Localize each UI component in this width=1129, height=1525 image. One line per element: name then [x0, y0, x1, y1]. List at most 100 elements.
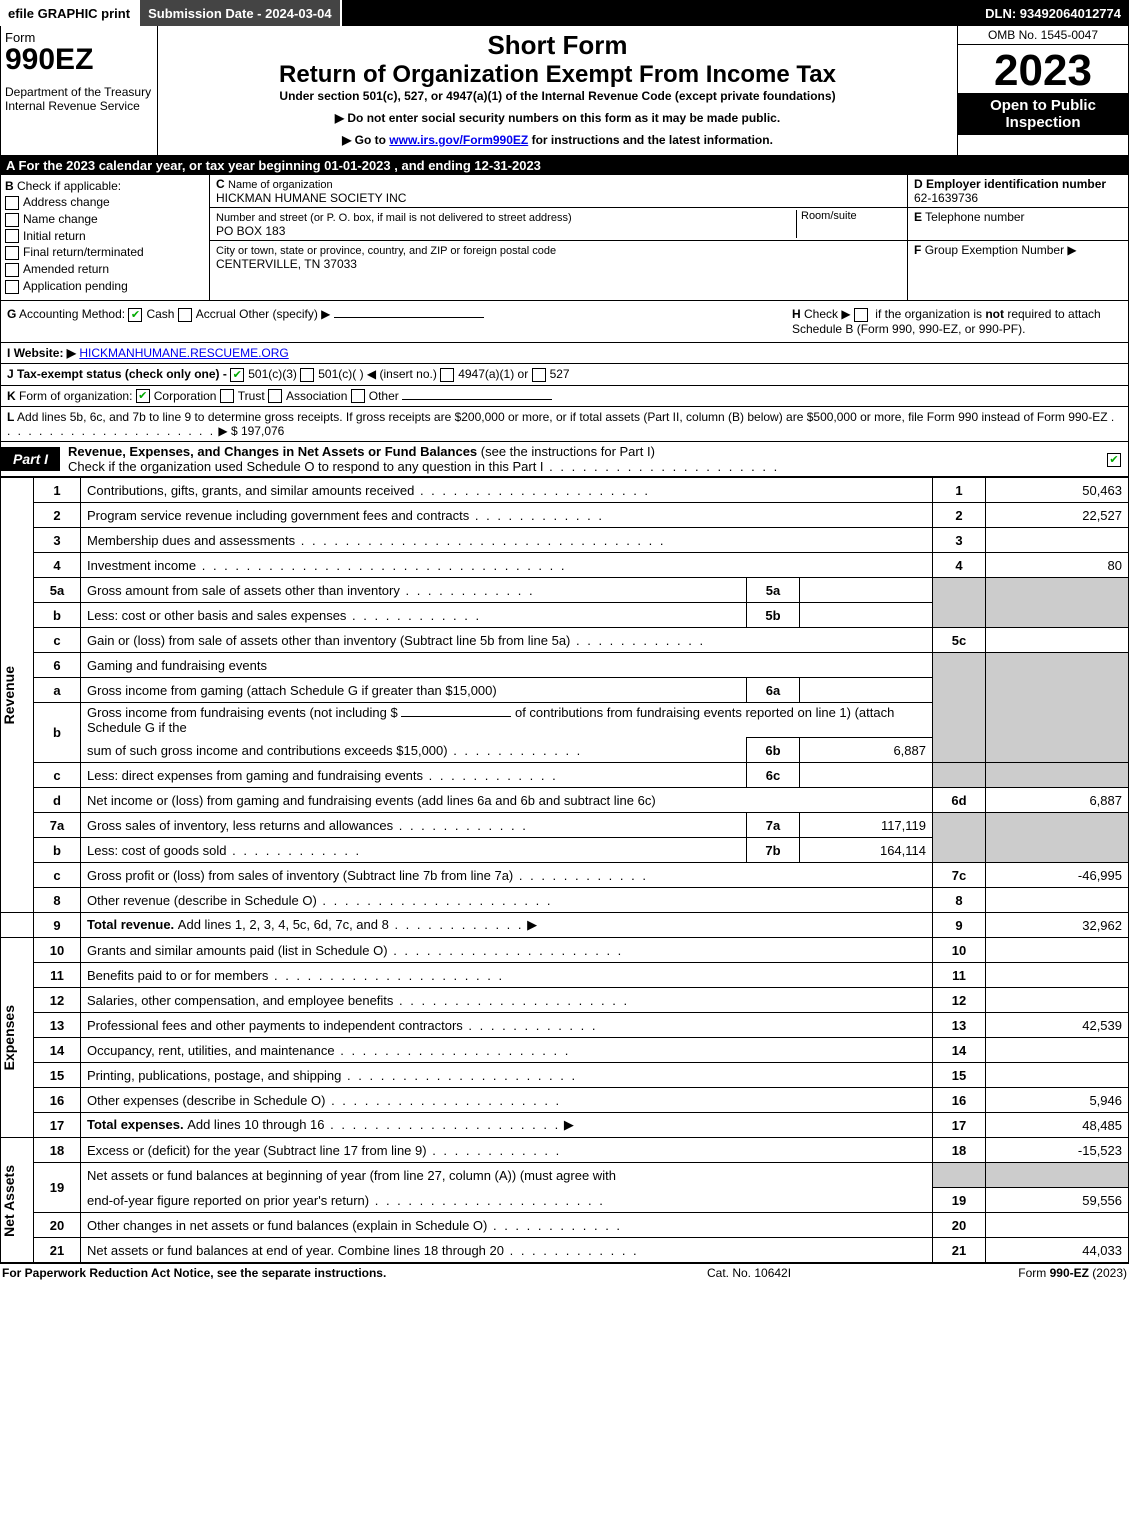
ln18-out: 18	[933, 1138, 986, 1163]
ln15-out: 15	[933, 1063, 986, 1088]
chk-application-pending[interactable]	[5, 280, 19, 294]
ln5c-dots	[570, 633, 705, 648]
room-suite-lbl: Room/suite	[796, 210, 901, 238]
chk-association[interactable]	[268, 389, 282, 403]
ln6b-desc-mid-p2: sum of such gross income and contributio…	[87, 743, 448, 758]
ln14-out: 14	[933, 1038, 986, 1063]
chk-accrual[interactable]	[178, 308, 192, 322]
ln4-no: 4	[34, 553, 81, 578]
ln13-out: 13	[933, 1013, 986, 1038]
ln6-no: 6	[34, 653, 81, 678]
org-name: HICKMAN HUMANE SOCIETY INC	[216, 191, 406, 205]
ln20-no: 20	[34, 1213, 81, 1238]
ln5c-val	[986, 628, 1129, 653]
ln17-desc-b: Total expenses.	[87, 1117, 187, 1132]
form-number-box: Form 990EZ Department of the Treasury In…	[1, 26, 158, 155]
ln16-no: 16	[34, 1088, 81, 1113]
ln5b-no: b	[34, 603, 81, 628]
org-city: CENTERVILLE, TN 37033	[216, 257, 357, 271]
ln1-val: 50,463	[986, 478, 1129, 503]
part1-sub: (see the instructions for Part I)	[477, 444, 655, 459]
ln7b-dots	[226, 843, 361, 858]
other-method-input[interactable]	[334, 317, 484, 318]
ln9-val: 32,962	[986, 913, 1129, 938]
title-center: Short Form Return of Organization Exempt…	[158, 26, 958, 155]
chk-501c[interactable]	[300, 368, 314, 382]
ln10-dots	[388, 943, 624, 958]
ln5b-desc: Less: cost or other basis and sales expe…	[87, 608, 346, 623]
lbl-accrual: Accrual	[196, 307, 236, 321]
ln5b-sub: 5b	[747, 603, 800, 628]
ln14-no: 14	[34, 1038, 81, 1063]
i-website-lbl: Website: ▶	[14, 346, 76, 360]
k-label: K	[7, 389, 16, 403]
lbl-initial-return: Initial return	[23, 229, 86, 243]
ln6c-subval	[800, 763, 933, 788]
ln7b-no: b	[34, 838, 81, 863]
ln1-out: 1	[933, 478, 986, 503]
chk-527[interactable]	[532, 368, 546, 382]
l-arrow: ▶	[218, 424, 227, 438]
lbl-other-org: Other	[369, 389, 399, 403]
ln7a-no: 7a	[34, 813, 81, 838]
title-block: Form 990EZ Department of the Treasury In…	[0, 26, 1129, 156]
irs-link[interactable]: www.irs.gov/Form990EZ	[389, 133, 528, 147]
c-name-lbl: Name of organization	[228, 179, 333, 191]
footer-right-form: 990-EZ	[1050, 1266, 1089, 1280]
chk-schedule-b[interactable]	[854, 308, 868, 322]
ln4-val: 80	[986, 553, 1129, 578]
g-text: Accounting Method:	[19, 307, 125, 321]
b-label: B	[5, 179, 14, 193]
chk-initial-return[interactable]	[5, 229, 19, 243]
ln2-val: 22,527	[986, 503, 1129, 528]
section-k: K Form of organization: Corporation Trus…	[0, 386, 1129, 408]
lbl-association: Association	[286, 389, 347, 403]
ln14-val	[986, 1038, 1129, 1063]
chk-schedule-o[interactable]	[1107, 453, 1121, 467]
ln5a-sub: 5a	[747, 578, 800, 603]
lbl-corporation: Corporation	[154, 389, 217, 403]
lbl-amended-return: Amended return	[23, 262, 109, 276]
revenue-side-label: Revenue	[1, 478, 34, 913]
chk-other-org[interactable]	[351, 389, 365, 403]
website-link[interactable]: HICKMANHUMANE.RESCUEME.ORG	[79, 346, 288, 360]
ln11-out: 11	[933, 963, 986, 988]
ln21-dots	[504, 1243, 639, 1258]
chk-4947[interactable]	[440, 368, 454, 382]
ln5b-dots	[346, 608, 481, 623]
chk-cash[interactable]	[128, 308, 142, 322]
ln8-no: 8	[34, 888, 81, 913]
chk-corporation[interactable]	[136, 389, 150, 403]
ln15-dots	[341, 1068, 577, 1083]
chk-address-change[interactable]	[5, 196, 19, 210]
section-def: D Employer identification number 62-1639…	[907, 175, 1128, 300]
ln5a-desc: Gross amount from sale of assets other t…	[87, 583, 400, 598]
h-label: H	[792, 307, 801, 321]
open-public-inspection: Open to Public Inspection	[958, 93, 1128, 135]
chk-final-return[interactable]	[5, 246, 19, 260]
ln5c-no: c	[34, 628, 81, 653]
ln6a-no: a	[34, 678, 81, 703]
chk-501c3[interactable]	[230, 368, 244, 382]
ln16-val: 5,946	[986, 1088, 1129, 1113]
ln6b-subval: 6,887	[800, 738, 933, 763]
ln19-val: 59,556	[986, 1188, 1129, 1213]
ln7c-val: -46,995	[986, 863, 1129, 888]
part1-title: Revenue, Expenses, and Changes in Net As…	[60, 442, 1104, 476]
omb-number: OMB No. 1545-0047	[958, 26, 1128, 45]
ln3-desc: Membership dues and assessments	[87, 533, 295, 548]
ln8-desc: Other revenue (describe in Schedule O)	[87, 893, 317, 908]
ln7c-dots	[513, 868, 648, 883]
ln12-val	[986, 988, 1129, 1013]
ln5ab-shade	[933, 578, 986, 628]
efile-label[interactable]: efile GRAPHIC print	[0, 0, 140, 26]
gross-receipts-amount: $ 197,076	[231, 424, 284, 438]
return-title: Return of Organization Exempt From Incom…	[162, 61, 953, 89]
chk-amended-return[interactable]	[5, 263, 19, 277]
chk-trust[interactable]	[220, 389, 234, 403]
chk-name-change[interactable]	[5, 213, 19, 227]
section-g: G Accounting Method: Cash Accrual Other …	[7, 307, 792, 336]
f-ge-lbl: Group Exemption Number ▶	[925, 243, 1077, 257]
other-org-input[interactable]	[402, 399, 552, 400]
ln6b-input[interactable]	[401, 716, 511, 717]
